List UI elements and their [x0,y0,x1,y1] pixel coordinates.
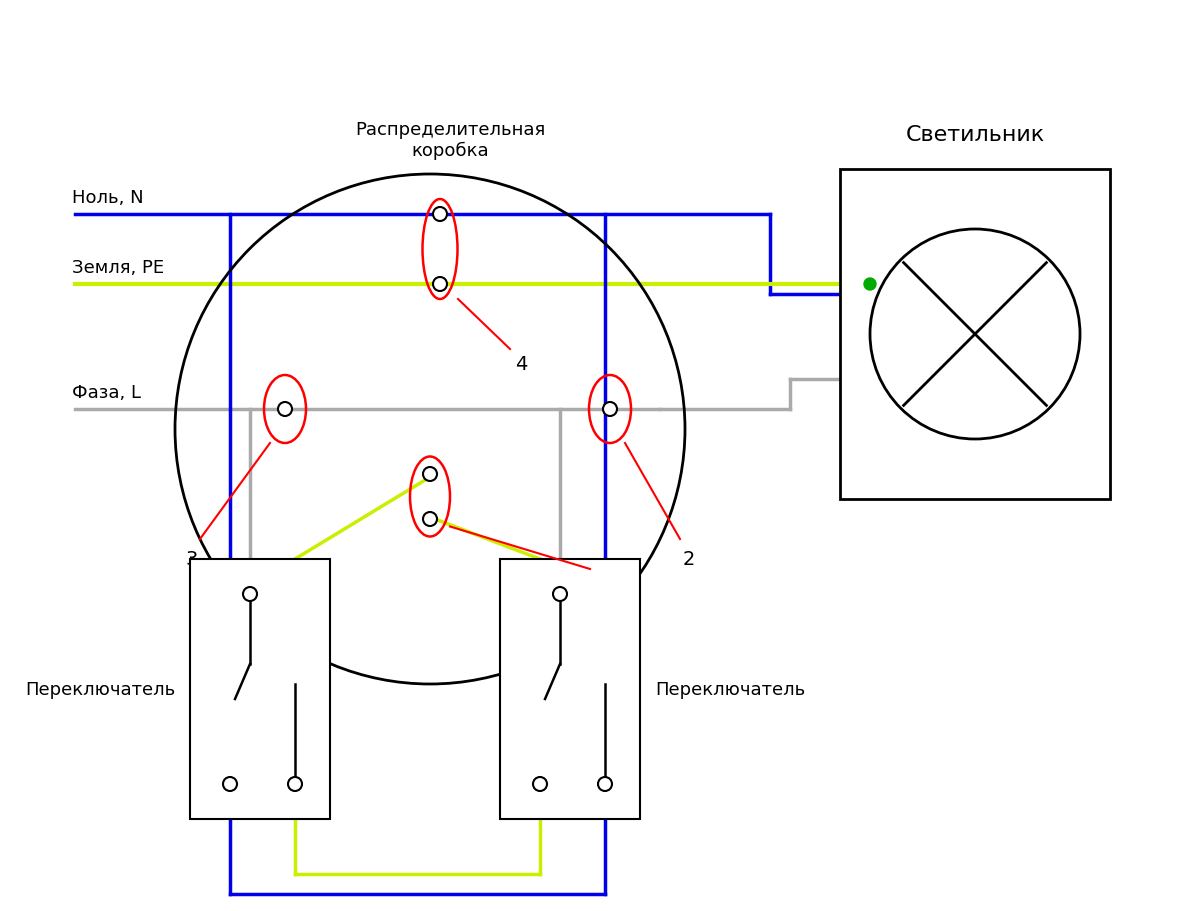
Text: 1: 1 [595,574,607,593]
Text: Переключатель: Переключатель [25,681,175,698]
Circle shape [244,588,257,601]
Circle shape [223,777,238,791]
Circle shape [598,777,612,791]
Bar [840,169,1110,499]
Circle shape [553,588,568,601]
Circle shape [604,403,617,416]
Circle shape [433,278,448,292]
Text: 4: 4 [515,354,527,374]
Circle shape [533,777,547,791]
Text: Ноль, N: Ноль, N [72,189,144,207]
Text: Фаза, L: Фаза, L [72,384,142,402]
Circle shape [424,512,437,527]
Circle shape [433,208,448,221]
Circle shape [864,279,876,291]
Circle shape [278,403,292,416]
Bar [500,559,640,819]
Text: Распределительная
коробка: Распределительная коробка [355,121,545,159]
Circle shape [288,777,302,791]
Text: 3: 3 [185,549,197,568]
Circle shape [424,467,437,482]
Text: 2: 2 [683,549,695,568]
Bar [190,559,330,819]
Text: Земля, PE: Земля, PE [72,259,164,277]
Text: Светильник: Светильник [906,125,1044,145]
Text: Переключатель: Переключатель [655,681,805,698]
